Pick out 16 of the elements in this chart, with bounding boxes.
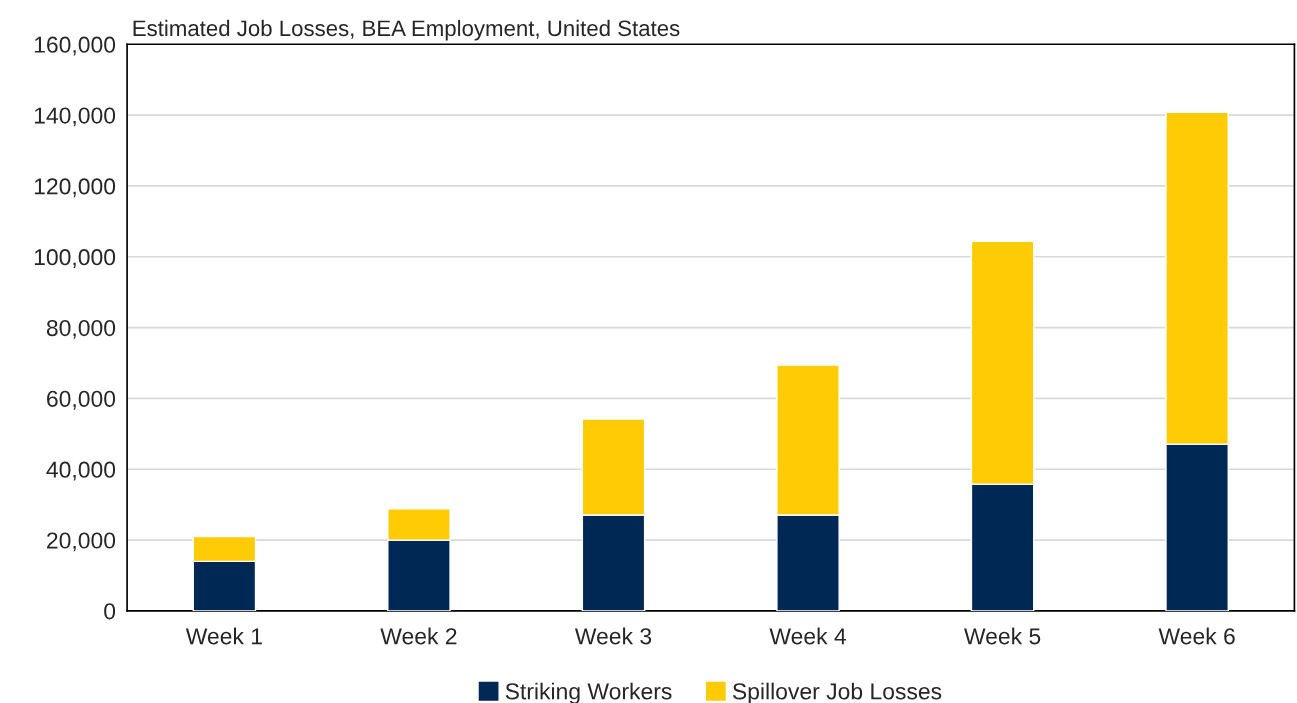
y-tick-label: 60,000 [47, 390, 116, 410]
y-tick-label: 80,000 [46, 319, 116, 339]
y-tick-label: 120,000 [34, 178, 116, 198]
y-tick-label: 160,000 [34, 36, 116, 56]
x-tick-label: Week 2 [380, 627, 457, 645]
y-tick-label: 40,000 [46, 461, 116, 481]
x-tick-label: Week 5 [964, 627, 1041, 645]
x-tick-label: Week 4 [769, 627, 847, 645]
chart-title: Estimated Job Losses, BEA Employment, United States [133, 19, 680, 41]
y-tick-label: 140,000 [34, 107, 116, 127]
y-tick-label: 100,000 [34, 249, 116, 269]
y-tick-label: 0 [104, 603, 116, 620]
x-tick-label: Week 6 [1158, 627, 1235, 645]
y-tick-label: 20,000 [47, 532, 116, 552]
x-tick-label: Week 1 [185, 627, 262, 645]
x-tick-label: Week 3 [574, 627, 652, 645]
